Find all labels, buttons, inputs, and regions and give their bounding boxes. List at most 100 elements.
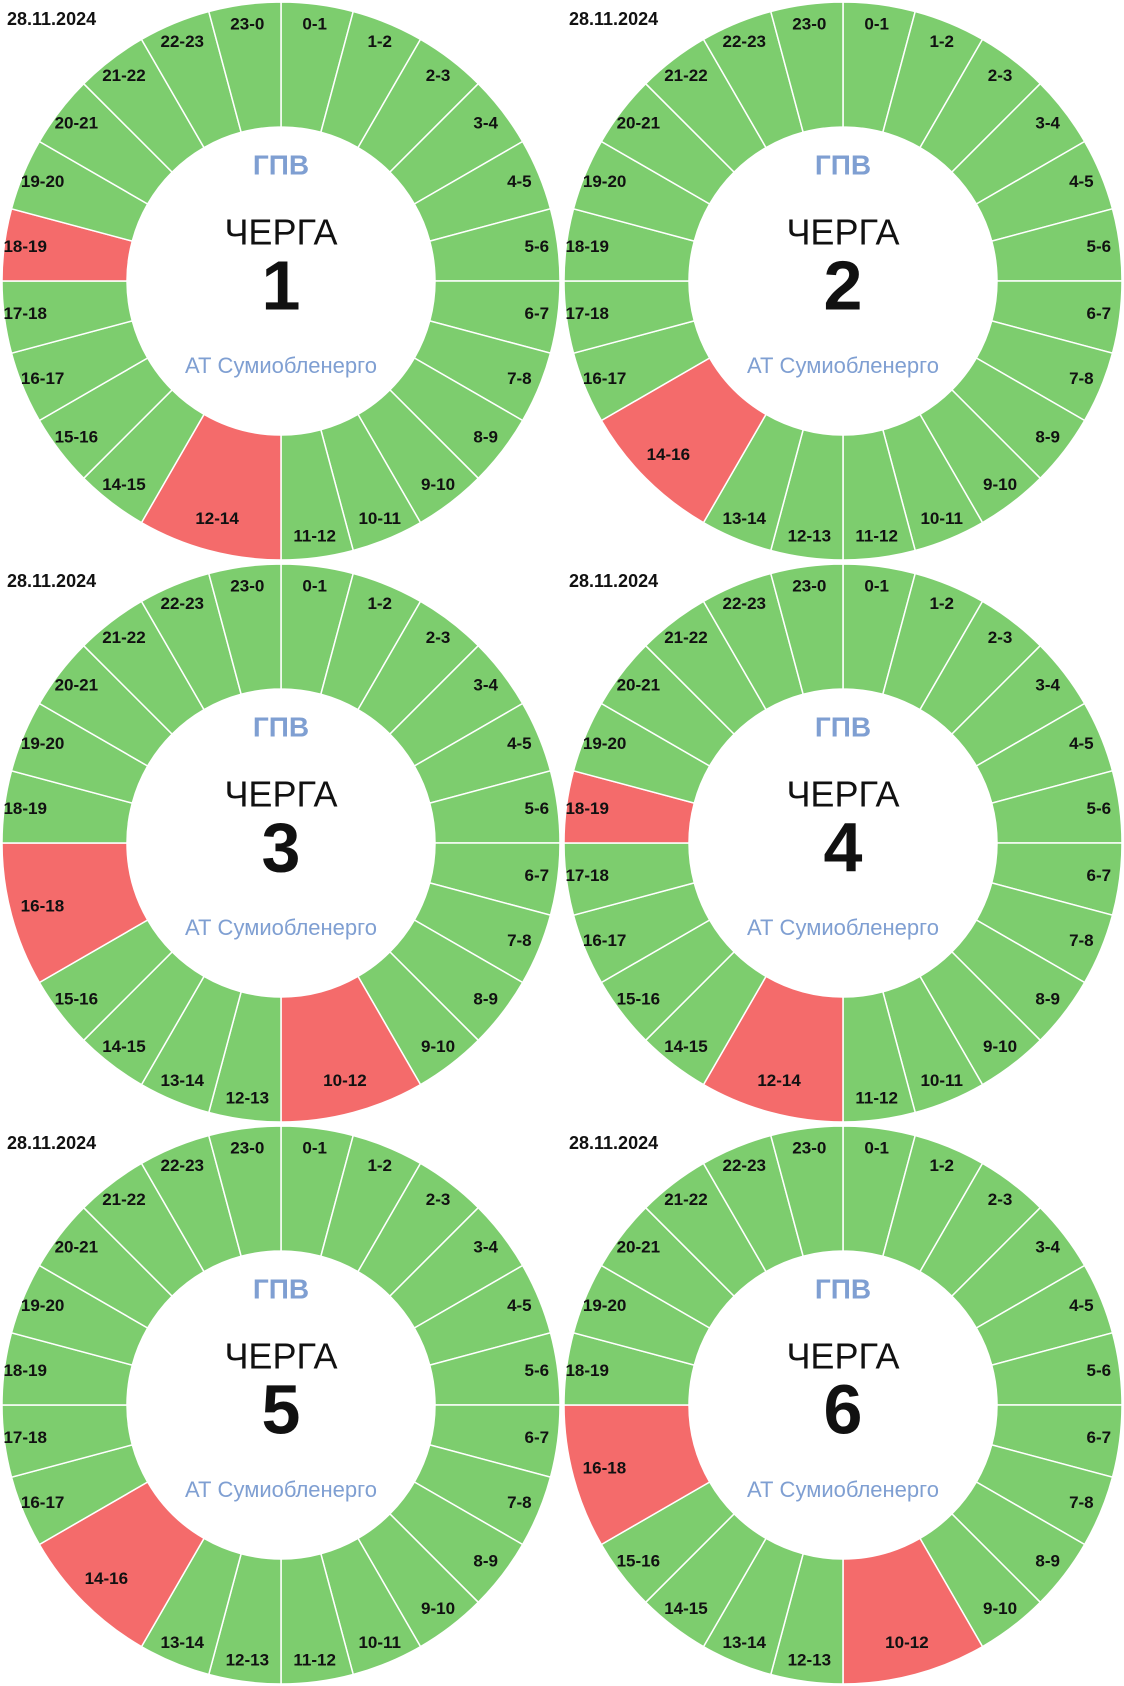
queue-panel: 0-1 1-2 2-3 3-4 4-5 5-6 6-7 7-8 8-9 9-10 10-11 11-1… bbox=[563, 563, 1123, 1123]
slot-label: 17-18 bbox=[3, 1428, 46, 1447]
slot-label: 7-8 bbox=[507, 369, 532, 388]
slot-label: 9-10 bbox=[983, 1037, 1017, 1056]
slot-label: 1-2 bbox=[929, 32, 954, 51]
slot-label: 1-2 bbox=[367, 594, 392, 613]
queue-number: 4 bbox=[824, 808, 863, 886]
slot-label: 2-3 bbox=[988, 628, 1013, 647]
date: 28.11.2024 bbox=[569, 1133, 658, 1153]
slot-label: 13-14 bbox=[161, 1633, 205, 1652]
slot-label: 10-11 bbox=[920, 1071, 963, 1090]
slot-label: 4-5 bbox=[507, 1296, 532, 1315]
slot-label: 5-6 bbox=[1087, 1361, 1112, 1380]
queue-label: ЧЕРГА bbox=[786, 774, 899, 815]
time-slot bbox=[207, 1125, 282, 1258]
slot-label: 10-12 bbox=[885, 1633, 928, 1652]
company: АТ Сумиобленерго bbox=[185, 1477, 377, 1502]
slot-label: 8-9 bbox=[473, 428, 498, 447]
slot-label: 5-6 bbox=[1087, 237, 1112, 256]
slot-label: 3-4 bbox=[473, 113, 498, 132]
queue-label: ЧЕРГА bbox=[224, 774, 337, 815]
slot-label: 5-6 bbox=[525, 1361, 550, 1380]
slot-label: 23-0 bbox=[230, 15, 264, 34]
slot-label: 18-19 bbox=[565, 237, 608, 256]
slot-label: 20-21 bbox=[55, 675, 98, 694]
schedule-title: ГПВ bbox=[815, 1273, 871, 1304]
slot-label: 11-12 bbox=[855, 1088, 898, 1107]
queue-number: 3 bbox=[262, 808, 301, 886]
slot-label: 6-7 bbox=[1087, 866, 1112, 885]
slot-label: 12-13 bbox=[226, 1088, 269, 1107]
slot-label: 21-22 bbox=[664, 1190, 707, 1209]
slot-label: 10-11 bbox=[920, 509, 963, 528]
slot-label: 8-9 bbox=[1035, 1552, 1060, 1571]
slot-label: 23-0 bbox=[792, 577, 826, 596]
slot-label: 21-22 bbox=[102, 66, 145, 85]
company: АТ Сумиобленерго bbox=[747, 915, 939, 940]
slot-label: 20-21 bbox=[617, 1237, 660, 1256]
date: 28.11.2024 bbox=[7, 9, 96, 29]
slot-label: 12-14 bbox=[195, 509, 239, 528]
slot-label: 6-7 bbox=[525, 304, 550, 323]
slot-label: 4-5 bbox=[1069, 172, 1094, 191]
slot-label: 23-0 bbox=[792, 1139, 826, 1158]
slot-label: 21-22 bbox=[102, 628, 145, 647]
time-slot bbox=[769, 1125, 844, 1258]
date: 28.11.2024 bbox=[7, 1133, 96, 1153]
slot-label: 0-1 bbox=[302, 15, 327, 34]
slot-label: 19-20 bbox=[21, 734, 64, 753]
schedule-title: ГПВ bbox=[815, 711, 871, 742]
slot-label: 2-3 bbox=[988, 66, 1013, 85]
queue-number: 1 bbox=[262, 246, 301, 324]
slot-label: 10-11 bbox=[358, 1633, 401, 1652]
slot-label: 20-21 bbox=[617, 113, 660, 132]
slot-label: 12-13 bbox=[226, 1650, 269, 1669]
slot-label: 18-19 bbox=[565, 799, 608, 818]
slot-label: 23-0 bbox=[792, 15, 826, 34]
slot-label: 16-18 bbox=[583, 1458, 626, 1477]
slot-label: 22-23 bbox=[161, 1156, 204, 1175]
schedule-title: ГПВ bbox=[253, 149, 309, 180]
slot-label: 6-7 bbox=[525, 1428, 550, 1447]
slot-label: 22-23 bbox=[161, 594, 204, 613]
slot-label: 11-12 bbox=[293, 526, 336, 545]
slot-label: 18-19 bbox=[3, 1361, 46, 1380]
slot-label: 18-19 bbox=[565, 1361, 608, 1380]
slot-label: 11-12 bbox=[293, 1650, 336, 1669]
slot-label: 23-0 bbox=[230, 1139, 264, 1158]
queue-panel: 0-1 1-2 2-3 3-4 4-5 5-6 6-7 7-8 8-9 9-10 10-12 12-1… bbox=[563, 1125, 1123, 1685]
slot-label: 19-20 bbox=[21, 1296, 64, 1315]
slot-label: 10-11 bbox=[358, 509, 401, 528]
slot-label: 8-9 bbox=[473, 990, 498, 1009]
slot-label: 21-22 bbox=[664, 628, 707, 647]
schedule-title: ГПВ bbox=[253, 1273, 309, 1304]
slot-label: 15-16 bbox=[617, 1552, 660, 1571]
schedule-title: ГПВ bbox=[815, 149, 871, 180]
slot-label: 19-20 bbox=[583, 734, 626, 753]
slot-label: 22-23 bbox=[723, 32, 766, 51]
slot-label: 1-2 bbox=[929, 1156, 954, 1175]
slot-label: 14-15 bbox=[102, 475, 145, 494]
slot-label: 2-3 bbox=[988, 1190, 1013, 1209]
slot-label: 20-21 bbox=[55, 1237, 98, 1256]
slot-label: 4-5 bbox=[1069, 734, 1094, 753]
slot-label: 0-1 bbox=[302, 577, 327, 596]
slot-label: 4-5 bbox=[507, 172, 532, 191]
slot-label: 14-15 bbox=[102, 1037, 145, 1056]
slot-label: 9-10 bbox=[421, 1599, 455, 1618]
slot-label: 4-5 bbox=[1069, 1296, 1094, 1315]
slot-label: 2-3 bbox=[426, 628, 451, 647]
slot-label: 23-0 bbox=[230, 577, 264, 596]
slot-label: 9-10 bbox=[421, 475, 455, 494]
time-slot bbox=[769, 1, 844, 134]
slot-label: 0-1 bbox=[864, 15, 889, 34]
slot-label: 16-17 bbox=[583, 369, 626, 388]
slot-label: 20-21 bbox=[617, 675, 660, 694]
slot-label: 4-5 bbox=[507, 734, 532, 753]
queue-panel: 0-1 1-2 2-3 3-4 4-5 5-6 6-7 7-8 8-9 9-10 10-11 11-1… bbox=[1, 1, 561, 561]
slot-label: 5-6 bbox=[1087, 799, 1112, 818]
slot-label: 3-4 bbox=[1035, 1237, 1060, 1256]
slot-label: 16-17 bbox=[21, 1493, 64, 1512]
slot-label: 20-21 bbox=[55, 113, 98, 132]
slot-label: 16-17 bbox=[21, 369, 64, 388]
